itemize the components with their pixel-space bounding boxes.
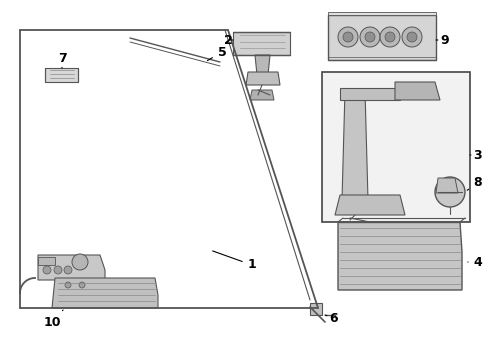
Polygon shape	[45, 68, 78, 82]
Text: 8: 8	[467, 176, 482, 190]
Text: 1: 1	[213, 251, 256, 271]
Polygon shape	[52, 278, 158, 308]
Polygon shape	[255, 55, 270, 75]
Polygon shape	[395, 82, 440, 100]
Polygon shape	[328, 12, 436, 15]
Circle shape	[338, 27, 358, 47]
Text: 5: 5	[207, 45, 226, 60]
Circle shape	[54, 266, 62, 274]
Circle shape	[343, 32, 353, 42]
Circle shape	[407, 32, 417, 42]
Text: 9: 9	[436, 33, 449, 46]
Polygon shape	[340, 88, 400, 100]
Circle shape	[435, 177, 465, 207]
Circle shape	[380, 27, 400, 47]
Text: 7: 7	[58, 51, 66, 68]
Circle shape	[402, 27, 422, 47]
Polygon shape	[436, 178, 458, 193]
Text: 4: 4	[468, 256, 482, 269]
Polygon shape	[338, 222, 462, 290]
Polygon shape	[335, 195, 405, 215]
Circle shape	[72, 254, 88, 270]
Circle shape	[360, 27, 380, 47]
Polygon shape	[38, 255, 105, 280]
Text: 3: 3	[470, 149, 482, 162]
Polygon shape	[250, 90, 274, 100]
Polygon shape	[342, 90, 368, 200]
Bar	[328, 15, 436, 60]
Circle shape	[365, 32, 375, 42]
Polygon shape	[233, 32, 290, 55]
Circle shape	[385, 32, 395, 42]
Text: 2: 2	[223, 33, 233, 46]
Circle shape	[43, 266, 51, 274]
Circle shape	[65, 282, 71, 288]
Circle shape	[79, 282, 85, 288]
Text: 10: 10	[43, 310, 63, 328]
Text: 6: 6	[325, 311, 338, 324]
Polygon shape	[310, 303, 322, 315]
Circle shape	[64, 266, 72, 274]
Bar	[322, 72, 470, 222]
Polygon shape	[246, 72, 280, 85]
Polygon shape	[38, 257, 55, 265]
